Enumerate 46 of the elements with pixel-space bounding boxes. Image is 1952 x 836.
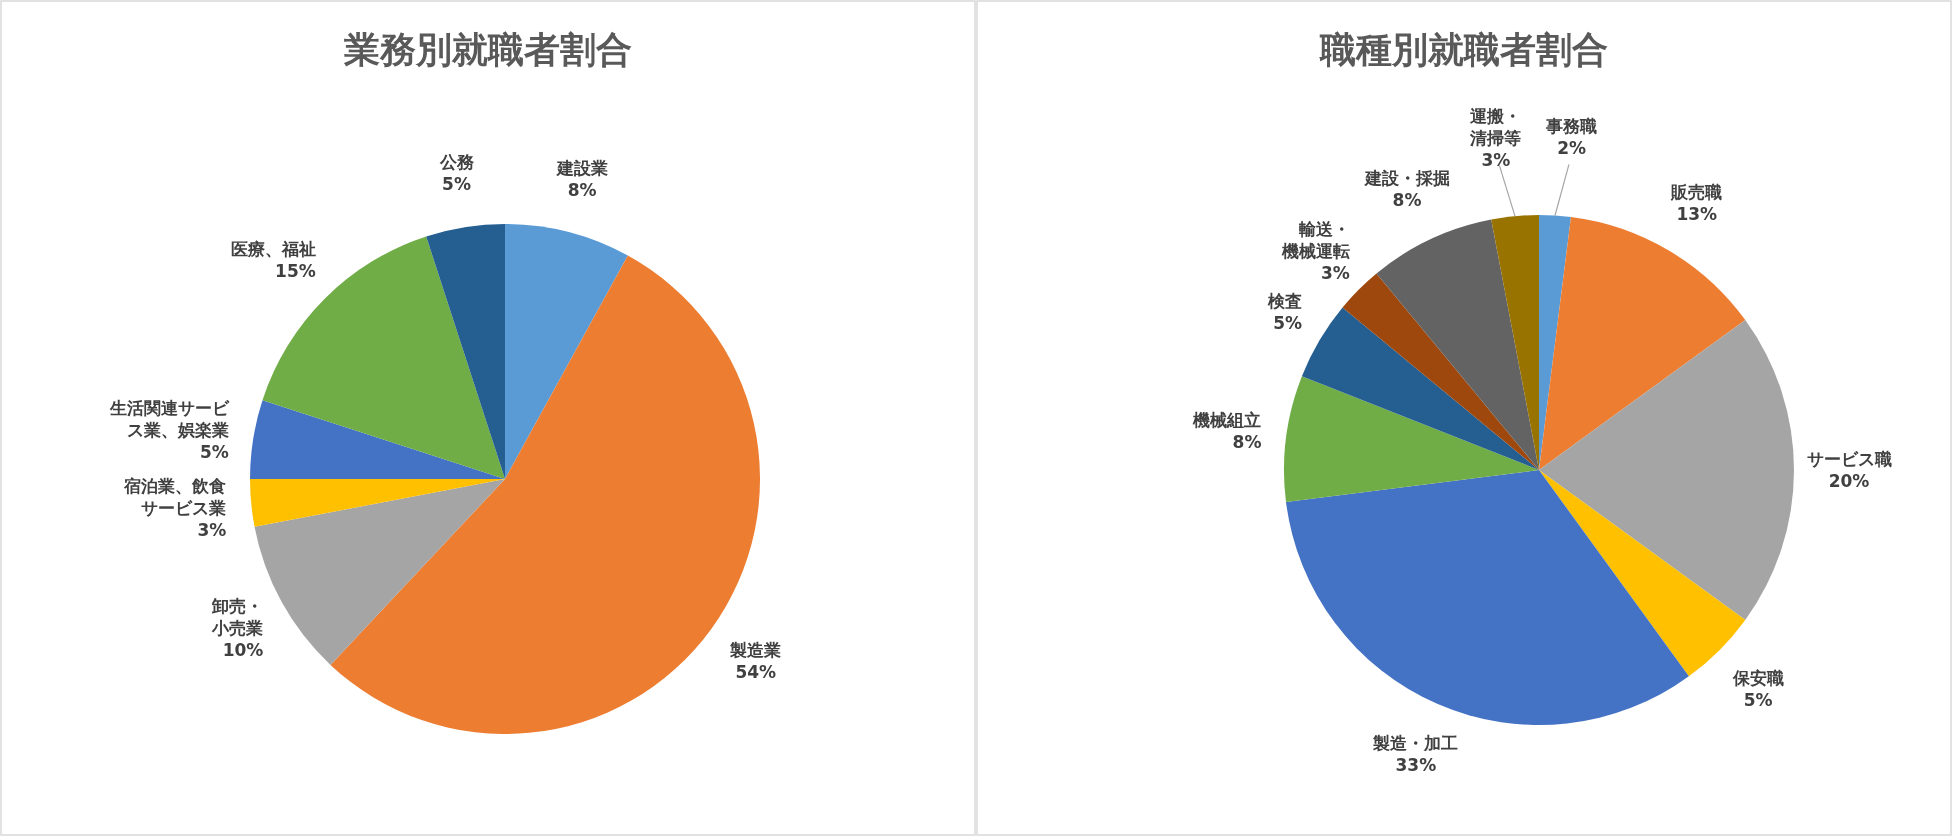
data-label: 3% <box>1320 262 1350 283</box>
slice-label: 公務 <box>438 151 474 172</box>
pie-slice <box>426 224 505 479</box>
pie-slice <box>1539 320 1794 620</box>
slice-label: 宿泊業、飲食サービス業 <box>123 476 227 519</box>
data-label: 2% <box>1557 137 1587 158</box>
data-label: 8% <box>1232 432 1262 453</box>
pie-slice <box>1301 307 1539 470</box>
slice-label: 製造業 <box>729 640 782 661</box>
pie-slice <box>250 400 505 479</box>
data-label: 10% <box>222 640 264 661</box>
slice-label: 生活関連サービス業、娯楽業 <box>108 398 230 441</box>
data-label: 5% <box>1743 690 1773 711</box>
slice-label: 検査 <box>1267 291 1303 312</box>
data-label: 3% <box>1481 149 1511 170</box>
pie-slice <box>1284 376 1539 502</box>
pie-slice <box>1491 215 1539 470</box>
data-label: 5% <box>1273 313 1303 334</box>
data-label: 15% <box>275 260 316 281</box>
chart-title: 業務別就職者割合 <box>343 29 632 70</box>
slice-label: 輸送・機械運転 <box>1280 218 1350 261</box>
data-label: 33% <box>1395 755 1437 776</box>
data-label: 3% <box>197 520 227 541</box>
slice-label: 建設・採掘 <box>1362 168 1450 189</box>
pie-slice <box>1376 219 1539 470</box>
slice-label: 販売職 <box>1670 182 1723 203</box>
slice-label: 保安職 <box>1731 668 1784 689</box>
data-label: 8% <box>567 179 597 200</box>
slice-label: 機械組立 <box>1192 410 1262 431</box>
data-label: 8% <box>1392 190 1422 211</box>
slice-label: サービス職 <box>1806 448 1892 469</box>
chart-title: 職種別就職者割合 <box>1319 29 1608 70</box>
slice-label: 医療、福祉 <box>230 238 316 259</box>
pie-slice <box>505 224 628 479</box>
data-label: 54% <box>735 662 777 683</box>
data-label: 20% <box>1828 470 1870 491</box>
pie-slice <box>250 479 505 527</box>
data-label: 5% <box>442 173 471 194</box>
data-label: 5% <box>199 442 229 463</box>
pie-slice <box>1286 470 1689 725</box>
slice-label: 製造・加工 <box>1372 733 1459 754</box>
slice-label: 卸売・小売業 <box>211 596 264 639</box>
slice-label: 事務職 <box>1545 115 1598 136</box>
slice-label: 建設業 <box>554 157 608 178</box>
data-label: 13% <box>1676 204 1718 225</box>
slice-label: 運搬・清掃等 <box>1469 105 1522 148</box>
